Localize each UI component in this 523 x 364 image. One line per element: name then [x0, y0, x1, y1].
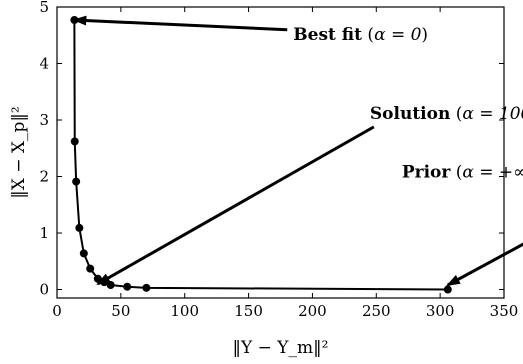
data-point	[123, 282, 132, 291]
data-point	[72, 177, 81, 186]
x-tick-label: 100	[170, 302, 199, 320]
plot-frame	[56, 6, 505, 299]
series-line	[73, 19, 448, 291]
x-tick-label: 200	[298, 302, 327, 320]
x-tick-label: 250	[362, 302, 391, 320]
annotation-label: Solution	[370, 104, 450, 124]
x-tick-label: 350	[490, 302, 519, 320]
annotation-text: Prior (α = +∞)	[402, 163, 523, 183]
axis-labels: ‖Y − Y_m‖² ‖X − X_p‖²	[9, 106, 328, 358]
annotation-math: α = 100	[462, 104, 523, 124]
annotation-math: α = 0	[374, 25, 422, 45]
annotation-arrow	[72, 15, 288, 32]
annotation-layer: Best fit (α = 0) Solution (α = 100) Prior …	[72, 15, 523, 287]
y-axis-label: ‖X − X_p‖²	[9, 106, 29, 198]
annotation-label: Prior	[402, 163, 452, 183]
data-point	[79, 249, 88, 258]
y-tick-label: 4	[39, 55, 49, 73]
data-point	[142, 283, 151, 292]
data-point	[86, 264, 95, 273]
annotation-arrow	[96, 125, 375, 286]
data-point	[70, 137, 79, 146]
y-tick-label: 0	[39, 281, 49, 299]
annotation-text: Solution (α = 100)	[370, 104, 523, 124]
annotation-text: Best fit (α = 0)	[293, 25, 428, 45]
annotation-label: Best fit	[293, 25, 362, 45]
y-tick-label: 5	[39, 0, 49, 16]
x-tick-label: 300	[426, 302, 455, 320]
y-tick-label: 1	[39, 224, 49, 242]
series-layer	[70, 15, 452, 294]
y-tick-label: 2	[39, 168, 49, 186]
data-point	[75, 223, 84, 232]
x-tick-label: 0	[52, 302, 62, 320]
data-point	[106, 281, 115, 290]
annotation-math: α = +∞	[462, 163, 523, 183]
x-tick-label: 150	[234, 302, 263, 320]
x-tick-label: 50	[111, 302, 130, 320]
x-axis-label: ‖Y − Y_m‖²	[233, 338, 329, 358]
y-tick-label: 3	[39, 111, 49, 129]
annotation-arrow	[446, 242, 523, 287]
axis-ticks: 0 50 100 150 200 250 300 350 0 1 2 3 4 5	[39, 0, 518, 320]
data-point	[443, 285, 452, 294]
